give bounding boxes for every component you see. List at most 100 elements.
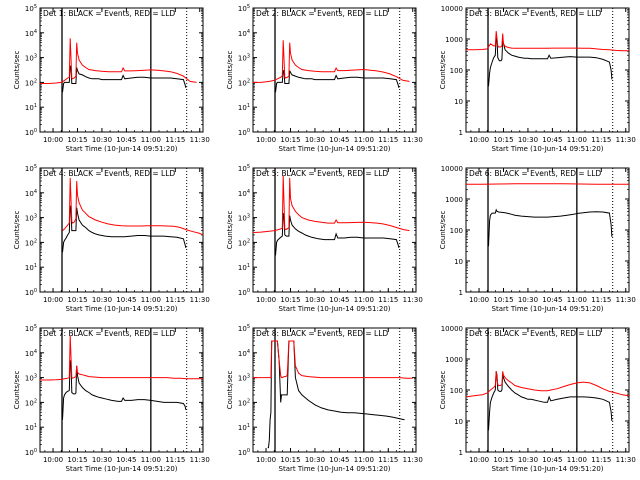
series-lld-line xyxy=(252,175,410,233)
x-tick-label: 11:15 xyxy=(591,296,611,304)
x-tick-label: 10:45 xyxy=(116,456,136,464)
y-tick-label: 102 xyxy=(238,78,250,87)
series-lld-line xyxy=(253,40,410,83)
y-tick-label: 105 xyxy=(25,164,37,173)
y-axis-label: Counts/sec xyxy=(13,371,21,410)
panel-title: Det 3: BLACK = Events, RED = LLD xyxy=(469,9,601,18)
x-tick-label: 11:15 xyxy=(591,136,611,144)
x-tick-label: 10:15 xyxy=(67,296,87,304)
x-tick-label: 10:00 xyxy=(43,296,63,304)
y-tick-label: 104 xyxy=(25,349,37,358)
x-tick-label: 10:00 xyxy=(256,456,276,464)
y-tick-label: 105 xyxy=(238,324,250,333)
y-tick-label: 1000 xyxy=(445,356,463,364)
x-tick-label: 11:15 xyxy=(165,136,185,144)
y-tick-label: 105 xyxy=(238,164,250,173)
y-tick-label: 10 xyxy=(454,98,463,106)
y-tick-label: 104 xyxy=(25,189,37,198)
x-tick-label: 10:30 xyxy=(305,296,325,304)
panel-title: Det 9: BLACK = Events, RED = LLD xyxy=(469,329,601,338)
x-tick-label: 11:00 xyxy=(567,456,587,464)
plot-frame xyxy=(252,7,417,133)
x-tick-label: 11:15 xyxy=(378,296,398,304)
x-axis-label: Start Time (10-Jun-14 09:51:20) xyxy=(492,145,604,153)
panel-title: Det 7: BLACK = Events, RED = LLD xyxy=(43,329,175,338)
x-tick-label: 10:00 xyxy=(256,136,276,144)
y-tick-label: 10000 xyxy=(441,325,463,333)
y-tick-label: 100 xyxy=(450,67,463,75)
x-tick-label: 10:30 xyxy=(92,136,112,144)
detector-panel-3: Det 3: BLACK = Events, RED = LLD 1 10 100 10… xyxy=(439,5,636,153)
x-tick-label: 10:30 xyxy=(518,296,538,304)
panel-title: Det 6: BLACK = Events, RED = LLD xyxy=(469,169,601,178)
x-tick-label: 10:45 xyxy=(116,136,136,144)
series-events-line xyxy=(275,213,400,256)
x-axis-label: Start Time (10-Jun-14 09:51:20) xyxy=(492,465,604,473)
x-tick-label: 10:30 xyxy=(92,456,112,464)
series-lld-line xyxy=(40,335,203,381)
detector-panel-9: Det 9: BLACK = Events, RED = LLD 1 10 100 10… xyxy=(439,325,636,473)
x-tick-label: 10:15 xyxy=(280,296,300,304)
x-tick-label: 10:00 xyxy=(43,136,63,144)
x-tick-label: 10:45 xyxy=(542,136,562,144)
x-tick-label: 11:15 xyxy=(591,456,611,464)
x-tick-label: 11:15 xyxy=(378,456,398,464)
plot-frame xyxy=(252,327,417,453)
series-lld-line xyxy=(465,371,630,398)
x-axis-label: Start Time (10-Jun-14 09:51:20) xyxy=(279,145,391,153)
x-tick-label: 10:30 xyxy=(518,456,538,464)
y-tick-label: 101 xyxy=(25,423,37,432)
y-tick-label: 10000 xyxy=(441,165,463,173)
y-axis-label: Counts/sec xyxy=(226,51,234,90)
x-tick-label: 10:00 xyxy=(43,456,63,464)
x-axis-label: Start Time (10-Jun-14 09:51:20) xyxy=(492,305,604,313)
x-tick-label: 10:30 xyxy=(518,136,538,144)
y-axis-label: Counts/sec xyxy=(226,371,234,410)
y-tick-label: 100 xyxy=(238,448,250,457)
x-tick-label: 10:45 xyxy=(542,456,562,464)
detector-panel-8: Det 8: BLACK = Events, RED = LLD 100 101 10… xyxy=(226,324,423,473)
y-tick-label: 100 xyxy=(238,128,250,137)
detector-panel-1: Det 1: BLACK = Events, RED = LLD 100 101 10… xyxy=(13,4,210,153)
series-lld-line xyxy=(466,31,629,52)
x-tick-label: 11:30 xyxy=(190,136,210,144)
x-tick-label: 11:00 xyxy=(141,456,161,464)
x-tick-label: 10:15 xyxy=(493,296,513,304)
x-tick-label: 10:00 xyxy=(469,136,489,144)
detector-panel-7: Det 7: BLACK = Events, RED = LLD 100 101 10… xyxy=(13,324,210,473)
plot-frame xyxy=(39,167,204,293)
x-tick-label: 10:30 xyxy=(305,136,325,144)
x-tick-label: 10:15 xyxy=(67,136,87,144)
y-tick-label: 104 xyxy=(238,189,250,198)
y-tick-label: 10 xyxy=(454,418,463,426)
series-events-line xyxy=(488,36,613,87)
x-tick-label: 11:15 xyxy=(165,456,185,464)
y-tick-label: 101 xyxy=(25,103,37,112)
y-tick-label: 102 xyxy=(25,78,37,87)
series-events-line xyxy=(62,360,187,420)
x-tick-label: 10:00 xyxy=(469,456,489,464)
x-tick-label: 11:30 xyxy=(616,296,636,304)
y-tick-label: 103 xyxy=(25,54,37,63)
y-tick-label: 102 xyxy=(25,238,37,247)
y-tick-label: 103 xyxy=(238,374,250,383)
y-tick-label: 104 xyxy=(238,29,250,38)
y-tick-label: 100 xyxy=(238,288,250,297)
x-tick-label: 11:30 xyxy=(190,296,210,304)
x-axis-label: Start Time (10-Jun-14 09:51:20) xyxy=(279,465,391,473)
x-tick-label: 10:15 xyxy=(280,456,300,464)
x-axis-label: Start Time (10-Jun-14 09:51:20) xyxy=(66,465,178,473)
y-tick-label: 1000 xyxy=(445,196,463,204)
y-tick-label: 101 xyxy=(238,103,250,112)
y-axis-label: Counts/sec xyxy=(13,51,21,90)
panel-title: Det 8: BLACK = Events, RED = LLD xyxy=(256,329,388,338)
detector-panel-5: Det 5: BLACK = Events, RED = LLD 100 101 10… xyxy=(226,164,423,313)
x-tick-label: 11:00 xyxy=(567,136,587,144)
x-tick-label: 10:00 xyxy=(256,296,276,304)
y-tick-label: 105 xyxy=(25,4,37,13)
x-tick-label: 10:45 xyxy=(329,296,349,304)
y-tick-label: 10000 xyxy=(441,5,463,13)
y-tick-label: 102 xyxy=(238,238,250,247)
x-tick-label: 11:30 xyxy=(616,456,636,464)
